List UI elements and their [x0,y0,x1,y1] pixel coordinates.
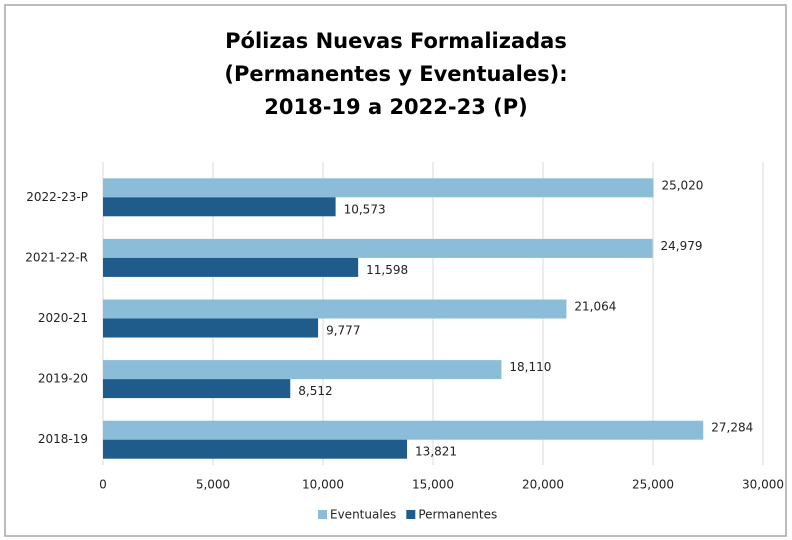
y-tick-label: 2019-20 [38,372,88,386]
legend-label: Eventuales [330,508,396,522]
bar [103,379,291,399]
value-label: 21,064 [574,300,616,314]
chart-title: Pólizas Nuevas Formalizadas [225,29,567,53]
chart-title: (Permanentes y Eventuales): [224,62,567,86]
value-label: 10,573 [344,202,386,216]
legend-swatch [406,510,416,519]
x-tick-label: 25,000 [632,478,674,492]
bar [103,439,408,459]
chart-title: 2018-19 a 2022-23 (P) [264,95,527,119]
bar [103,318,319,338]
x-tick-label: 0 [99,478,107,492]
value-label: 27,284 [711,421,753,435]
legend-label: Permanentes [418,508,497,522]
y-tick-label: 2020-21 [38,311,88,325]
bar [103,238,653,258]
bar [103,360,502,380]
value-label: 9,777 [326,324,360,338]
y-tick-label: 2022-23-P [26,190,88,204]
bar [103,257,359,277]
x-tick-label: 20,000 [522,478,564,492]
y-tick-label: 2018-19 [38,432,88,446]
legend-swatch [318,510,327,519]
x-tick-label: 15,000 [412,478,454,492]
value-label: 8,512 [298,384,332,398]
bar [103,178,654,198]
value-label: 24,979 [661,239,703,253]
value-label: 25,020 [661,178,703,192]
x-tick-label: 10,000 [302,478,344,492]
bar [103,197,336,217]
y-tick-label: 2021-22-R [25,250,88,264]
x-tick-label: 30,000 [742,478,784,492]
value-label: 11,598 [366,263,408,277]
x-tick-label: 5,000 [196,478,230,492]
value-label: 13,821 [415,445,457,459]
value-label: 18,110 [509,360,551,374]
bar [103,299,567,319]
bar [103,420,704,440]
